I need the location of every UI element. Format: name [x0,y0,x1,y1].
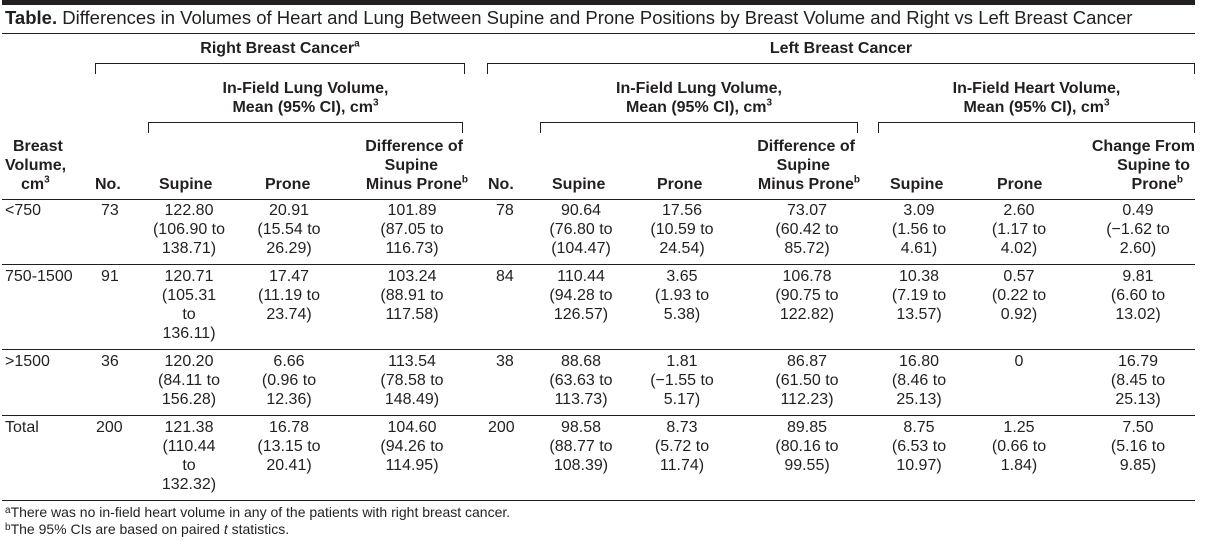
right-prone-cell: 20.91 (15.54 to 26.29) [257,202,321,257]
table-label: Table. [5,7,58,28]
row-label: Total [5,419,39,436]
subgroup-left-lung-bracket [540,122,858,133]
group-left-bracket [487,63,1195,74]
row-rule [2,415,1195,416]
left-prone-cell: 8.73 (5.72 to 11.74) [654,419,710,474]
left-no: 78 [496,202,514,219]
row-rule [2,349,1195,350]
table-title-text: Differences in Volumes of Heart and Lung… [62,7,1133,28]
right-supine-cell: 121.38 (110.44 to 132.32) [161,419,217,493]
left-no: 200 [488,419,515,436]
right-prone-cell: 6.66 (0.96 to 12.36) [261,353,317,408]
left-diff-cell: 89.85 (80.16 to 99.55) [775,419,839,474]
right-no: 91 [101,268,119,285]
group-right-bracket [95,63,465,74]
row-rule [2,264,1195,265]
row-label: 750-1500 [5,268,73,285]
subgroup-right-lung-bracket [148,122,463,133]
heart-prone-cell: 1.25 (0.66 to 1.84) [991,419,1047,474]
row-label: <750 [5,202,42,219]
left-supine-cell: 90.64 (76.80 to (104.47) [549,202,613,257]
heart-prone-cell: 2.60 (1.17 to 4.02) [991,202,1047,257]
col-left-supine: Supine [552,176,606,193]
col-left-no: No. [488,176,514,193]
heart-supine-cell: 8.75 (6.53 to 10.97) [891,419,947,474]
subgroup-left-lung: In-Field Lung Volume, Mean (95% CI), cm3 [616,80,782,116]
heart-supine-cell: 3.09 (1.56 to 4.61) [891,202,947,257]
heart-prone-cell: 0 [1014,353,1024,370]
col-heart-change: Change From Supine to Proneb [1091,138,1195,193]
group-left-breast-cancer: Left Breast Cancer [769,40,913,57]
col-left-prone: Prone [657,176,703,193]
heart-change-cell: 16.79 (8.45 to 25.13) [1110,353,1166,408]
left-diff-cell: 86.87 (61.50 to 112.23) [775,353,839,408]
left-no: 38 [496,353,514,370]
right-no: 73 [101,202,119,219]
right-prone-cell: 17.47 (11.19 to 23.74) [258,268,320,323]
heart-change-cell: 9.81 (6.60 to 13.02) [1110,268,1166,323]
subgroup-left-heart: In-Field Heart Volume, Mean (95% CI), cm… [952,80,1121,116]
right-diff-cell: 103.24 (88.91 to 117.58) [380,268,444,323]
row-label: >1500 [5,353,50,370]
col-right-supine: Supine [159,176,213,193]
col-heart-supine: Supine [890,176,944,193]
group-right-breast-cancer: Right Breast Cancera [200,38,360,57]
left-prone-cell: 3.65 (1.93 to 5.38) [654,268,710,323]
table-title: Table. Differences in Volumes of Heart a… [5,7,1132,29]
right-diff-cell: 101.89 (87.05 to 116.73) [380,202,444,257]
left-no: 84 [496,268,514,285]
header-rule [2,199,1195,200]
footnote-b: bThe 95% CIs are based on paired t stati… [5,521,290,537]
heart-change-cell: 0.49 (−1.62 to 2.60) [1106,202,1170,257]
heart-supine-cell: 16.80 (8.46 to 25.13) [891,353,947,408]
bottom-rule [2,500,1195,501]
col-heart-prone: Prone [997,176,1043,193]
left-diff-cell: 106.78 (90.75 to 122.82) [775,268,839,323]
left-supine-cell: 98.58 (88.77 to 108.39) [549,419,613,474]
left-supine-cell: 88.68 (63.63 to 113.73) [549,353,613,408]
title-rule [2,33,1195,34]
col-breast-volume: Breast Volume, cm3 [5,138,67,193]
col-left-difference: Difference of Supine Minus Proneb [757,138,860,193]
col-right-prone: Prone [265,176,311,193]
table-top-rule [2,0,1195,5]
left-prone-cell: 17.56 (10.59 to 24.54) [650,202,714,257]
col-right-difference: Difference of Supine Minus Proneb [365,138,468,193]
right-no: 36 [101,353,119,370]
left-prone-cell: 1.81 (−1.55 to 5.17) [650,353,714,408]
heart-prone-cell: 0.57 (0.22 to 0.92) [991,268,1047,323]
heart-supine-cell: 10.38 (7.19 to 13.57) [891,268,947,323]
footnote-a: aThere was no in-field heart volume in a… [5,504,511,520]
subgroup-left-heart-bracket [878,122,1195,133]
left-diff-cell: 73.07 (60.42 to 85.72) [775,202,839,257]
right-supine-cell: 120.71 (105.31 to 136.11) [161,268,217,342]
right-prone-cell: 16.78 (13.15 to 20.41) [257,419,321,474]
right-supine-cell: 120.20 (84.11 to 156.28) [158,353,220,408]
subgroup-right-lung: In-Field Lung Volume, Mean (95% CI), cm3 [222,80,389,116]
right-supine-cell: 122.80 (106.90 to 138.71) [152,202,226,257]
right-diff-cell: 113.54 (78.58 to 148.49) [380,353,444,408]
heart-change-cell: 7.50 (5.16 to 9.85) [1110,419,1166,474]
right-diff-cell: 104.60 (94.26 to 114.95) [380,419,444,474]
left-supine-cell: 110.44 (94.28 to 126.57) [549,268,613,323]
col-right-no: No. [95,176,121,193]
right-no: 200 [96,419,123,436]
